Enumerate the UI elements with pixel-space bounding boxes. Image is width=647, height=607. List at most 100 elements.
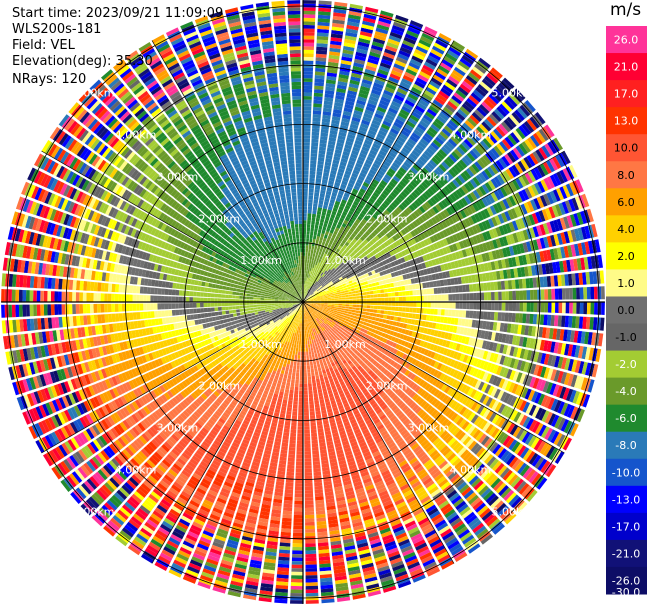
- velocity-gate: [411, 132, 421, 140]
- velocity-gate: [333, 325, 338, 329]
- velocity-gate: [303, 138, 310, 143]
- velocity-gate: [419, 389, 427, 397]
- velocity-gate: [436, 316, 441, 323]
- velocity-gate: [452, 69, 464, 80]
- velocity-gate: [558, 202, 566, 215]
- velocity-gate: [434, 473, 444, 482]
- velocity-gate: [523, 302, 527, 312]
- velocity-gate: [486, 166, 496, 177]
- velocity-gate: [342, 195, 349, 201]
- velocity-gate: [391, 100, 402, 108]
- velocity-gate: [355, 357, 361, 363]
- velocity-gate: [344, 35, 357, 41]
- velocity-gate: [483, 118, 495, 130]
- velocity-gate: [399, 333, 405, 340]
- velocity-gate: [472, 348, 478, 357]
- velocity-gate: [359, 31, 373, 38]
- velocity-gate: [401, 201, 408, 209]
- velocity-gate: [444, 420, 453, 429]
- velocity-gate: [524, 388, 532, 400]
- velocity-gate: [476, 311, 481, 319]
- velocity-gate: [323, 172, 330, 177]
- velocity-gate: [535, 422, 544, 435]
- velocity-gate: [369, 51, 381, 58]
- velocity-gate: [469, 302, 474, 310]
- velocity-gate: [470, 442, 480, 453]
- velocity-gate: [362, 165, 370, 172]
- velocity-gate: [319, 247, 323, 253]
- velocity-gate: [313, 231, 318, 236]
- velocity-gate: [544, 143, 554, 156]
- velocity-gate: [345, 97, 356, 103]
- velocity-gate: [572, 302, 577, 314]
- velocity-gate: [424, 416, 433, 424]
- velocity-gate: [434, 118, 445, 127]
- velocity-gate: [487, 385, 495, 396]
- velocity-gate: [455, 371, 462, 380]
- velocity-gate: [380, 192, 387, 200]
- velocity-gate: [493, 312, 499, 321]
- velocity-gate: [375, 317, 380, 322]
- velocity-gate: [483, 98, 495, 110]
- velocity-gate: [379, 382, 386, 389]
- velocity-gate: [515, 313, 520, 323]
- velocity-gate: [447, 100, 458, 111]
- velocity-gate: [378, 65, 390, 73]
- velocity-gate: [346, 347, 351, 352]
- velocity-gate: [484, 330, 489, 340]
- velocity-gate: [519, 360, 526, 372]
- velocity-gate: [322, 291, 327, 295]
- velocity-gate: [330, 195, 336, 201]
- velocity-gate: [363, 224, 369, 231]
- velocity-gate: [330, 295, 335, 298]
- velocity-gate: [419, 232, 426, 240]
- velocity-gate: [308, 285, 311, 290]
- velocity-gate: [485, 473, 496, 484]
- velocity-gate: [352, 169, 360, 175]
- velocity-gate: [328, 274, 332, 278]
- velocity-gate: [539, 224, 546, 236]
- velocity-gate: [374, 241, 381, 247]
- velocity-gate: [588, 347, 595, 361]
- velocity-gate: [485, 492, 497, 504]
- velocity-gate: [500, 80, 512, 92]
- velocity-gate: [383, 89, 394, 97]
- velocity-gate: [315, 407, 321, 412]
- velocity-gate: [314, 285, 318, 289]
- velocity-gate: [382, 120, 392, 128]
- velocity-gate: [380, 310, 385, 314]
- velocity-gate: [384, 48, 397, 56]
- velocity-gate: [378, 182, 386, 190]
- velocity-gate: [327, 307, 331, 310]
- velocity-gate: [337, 135, 346, 141]
- velocity-gate: [315, 277, 319, 281]
- velocity-gate: [324, 242, 329, 247]
- velocity-gate: [445, 103, 456, 113]
- velocity-gate: [365, 236, 371, 242]
- velocity-gate: [502, 510, 514, 522]
- velocity-gate: [365, 106, 375, 113]
- velocity-gate: [488, 272, 494, 281]
- velocity-gate: [538, 128, 549, 142]
- velocity-gate: [482, 320, 487, 330]
- velocity-gate: [333, 269, 337, 274]
- velocity-gate: [514, 443, 524, 455]
- velocity-gate: [368, 234, 374, 240]
- velocity-gate: [452, 114, 463, 124]
- velocity-gate: [353, 200, 359, 207]
- velocity-gate: [308, 347, 311, 352]
- velocity-gate: [411, 86, 422, 95]
- velocity-gate: [398, 345, 404, 352]
- velocity-gate: [384, 306, 389, 311]
- velocity-gate: [458, 221, 465, 230]
- velocity-gate: [587, 379, 595, 393]
- velocity-gate: [478, 199, 486, 209]
- velocity-gate: [398, 245, 404, 252]
- velocity-gate: [325, 83, 336, 88]
- velocity-gate: [331, 332, 336, 336]
- velocity-gate: [416, 339, 422, 346]
- velocity-gate: [393, 121, 403, 129]
- velocity-gate: [403, 279, 409, 285]
- velocity-gate: [561, 151, 571, 164]
- velocity-gate: [537, 181, 546, 193]
